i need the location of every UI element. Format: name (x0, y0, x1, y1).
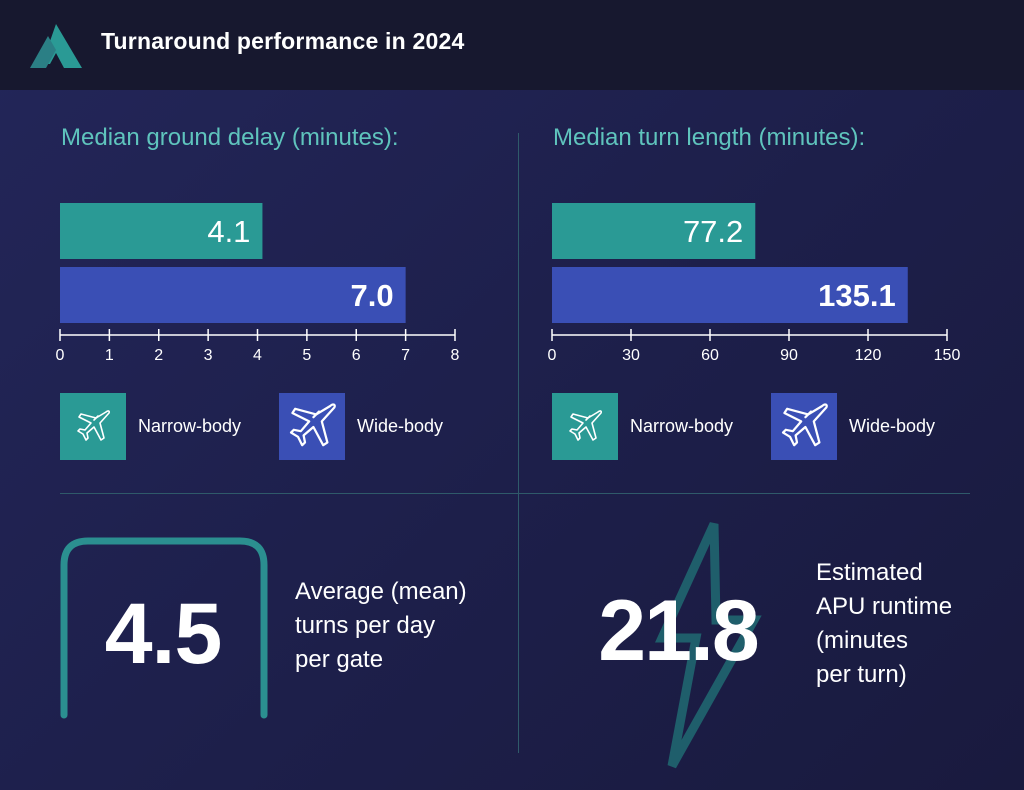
x-tick-label: 1 (105, 347, 114, 364)
turn-length-bar-chart: 77.2 135.1 0 30 60 90 120 150 (548, 203, 961, 364)
x-tick-label: 5 (302, 347, 311, 364)
legend-label: Narrow-body (138, 416, 242, 436)
bar-wide-body (552, 267, 908, 323)
x-tick-label: 120 (855, 347, 882, 364)
legend-label: Narrow-body (630, 416, 734, 436)
x-tick-label: 0 (548, 347, 557, 364)
description-line: APU runtime (816, 593, 953, 620)
bar-value-label: 7.0 (351, 278, 394, 313)
wide-body-plane-icon (771, 393, 837, 460)
x-tick-label: 30 (622, 347, 640, 364)
description-line: per turn) (816, 661, 907, 688)
x-tick-label: 90 (780, 347, 798, 364)
description-line: Estimated (816, 559, 923, 586)
description-line: Average (mean) (295, 578, 467, 605)
ground-delay-bar-chart: 4.1 7.0 0 1 2 3 4 5 6 7 8 (56, 203, 460, 364)
bar-value-label: 4.1 (207, 214, 250, 249)
x-tick-label: 3 (204, 347, 213, 364)
x-tick-label: 7 (401, 347, 410, 364)
x-tick-label: 60 (701, 347, 719, 364)
x-tick-label: 6 (352, 347, 361, 364)
chart-legend: Narrow-body Wide-body (60, 393, 500, 461)
apu-runtime-stat: 21.8 Estimated APU runtime (minutes per … (560, 520, 1010, 770)
turns-per-day-stat: 4.5 Average (mean) turns per day per gat… (58, 535, 508, 725)
wide-body-plane-icon (279, 393, 345, 460)
x-tick-label: 2 (154, 347, 163, 364)
turn-length-chart-panel: Median turn length (minutes): 77.2 135.1 0… (548, 120, 992, 470)
apu-runtime-value: 21.8 (598, 583, 759, 679)
description-line: (minutes (816, 627, 909, 654)
bar-value-label: 77.2 (683, 214, 743, 249)
ground-delay-chart-panel: Median ground delay (minutes): 4.1 7.0 0 1 2… (56, 120, 500, 470)
chart-legend: Narrow-body Wide-body (552, 393, 992, 461)
narrow-body-plane-icon (60, 393, 126, 460)
bar-wide-body (60, 267, 406, 323)
x-tick-label: 150 (934, 347, 961, 364)
chart-title: Median ground delay (minutes): (61, 124, 399, 151)
description-line: per gate (295, 646, 384, 673)
horizontal-divider (60, 493, 970, 494)
apu-runtime-description: Estimated APU runtime (minutes per turn) (816, 556, 1006, 692)
legend-label: Wide-body (357, 416, 444, 436)
legend-label: Wide-body (849, 416, 936, 436)
lightning-bolt-icon (655, 522, 762, 769)
bar-narrow-body (60, 203, 263, 259)
description-line: turns per day (295, 612, 436, 639)
x-tick-label: 8 (451, 347, 460, 364)
gate-frame-icon (60, 537, 268, 719)
bar-value-label: 135.1 (818, 278, 896, 313)
triangle-logo-icon (30, 24, 82, 68)
turns-per-day-description: Average (mean) turns per day per gate (295, 575, 525, 677)
vertical-divider (518, 133, 519, 753)
chart-title: Median turn length (minutes): (553, 124, 866, 151)
x-tick-label: 4 (253, 347, 262, 364)
narrow-body-plane-icon (552, 393, 618, 460)
turns-per-day-value: 4.5 (104, 586, 223, 682)
header-bar: Turnaround performance in 2024 (0, 0, 1024, 90)
page-title: Turnaround performance in 2024 (101, 28, 465, 54)
x-tick-label: 0 (56, 347, 65, 364)
bar-narrow-body (552, 203, 756, 259)
